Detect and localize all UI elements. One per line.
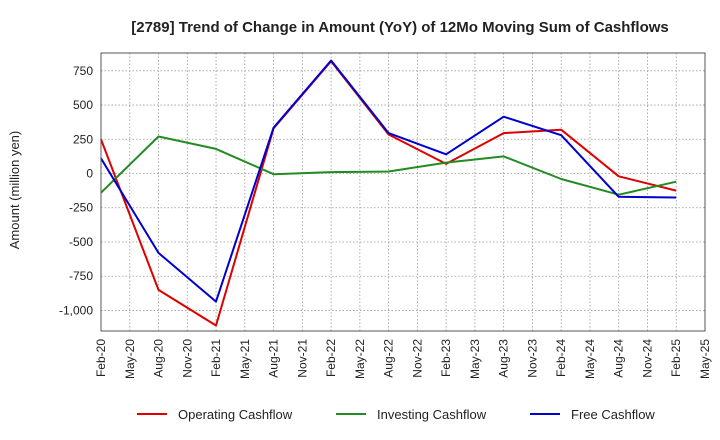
y-tick-label: 500: [73, 98, 93, 112]
plot-area-frame: [100, 52, 706, 332]
x-tick-label: Nov-24: [640, 339, 654, 378]
y-tick-label: 0: [86, 167, 93, 181]
x-tick-label: May-21: [238, 339, 252, 379]
legend-label-free-cashflow: Free Cashflow: [571, 407, 655, 422]
x-tick-label: Feb-23: [439, 339, 453, 377]
y-tick-labels: 750 500 250 0 -250 -500 -750 -1,000: [59, 64, 93, 318]
x-tick-label: Nov-22: [410, 339, 424, 378]
series-line-operating-cashflow: [100, 60, 677, 327]
y-tick-label: -750: [69, 269, 93, 283]
legend-label-investing-cashflow: Investing Cashflow: [377, 407, 487, 422]
x-tick-label: Aug-23: [497, 339, 511, 378]
x-tick-label: May-23: [468, 339, 482, 379]
x-tick-label: May-25: [698, 339, 712, 379]
x-tick-label: Aug-24: [612, 339, 626, 378]
chart-title: [2789] Trend of Change in Amount (YoY) o…: [131, 19, 669, 36]
y-tick-label: -1,000: [59, 303, 93, 317]
x-tick-label: Feb-24: [554, 339, 568, 377]
x-tick-label: Aug-22: [382, 339, 396, 378]
y-tick-label: -500: [69, 235, 93, 249]
x-tick-label: Aug-21: [267, 339, 281, 378]
x-tick-label: Nov-20: [180, 339, 194, 378]
x-tick-label: Nov-23: [525, 339, 539, 378]
y-tick-label: 750: [73, 64, 93, 78]
legend-label-operating-cashflow: Operating Cashflow: [178, 407, 293, 422]
x-tick-label: Nov-21: [295, 339, 309, 378]
x-tick-label: Feb-21: [209, 339, 223, 377]
x-tick-label: Feb-20: [94, 339, 108, 377]
x-tick-label: Feb-25: [669, 339, 683, 377]
x-tick-label: Feb-22: [324, 339, 338, 377]
legend: Operating Cashflow Investing Cashflow Free…: [137, 407, 655, 422]
x-tick-labels: Feb-20 May-20 Aug-20 Nov-20 Feb-21 May-21 Aug-…: [94, 339, 712, 379]
y-axis-label: Amount (million yen): [7, 131, 22, 250]
x-tick-label: May-20: [123, 339, 137, 379]
x-tick-label: Aug-20: [152, 339, 166, 378]
y-tick-label: 250: [73, 132, 93, 146]
x-tick-label: May-24: [583, 339, 597, 379]
series-line-investing-cashflow: [100, 135, 677, 196]
x-tick-label: May-22: [353, 339, 367, 379]
series-lines: [100, 59, 677, 327]
series-line-free-cashflow: [100, 59, 677, 303]
gridlines: [100, 53, 706, 331]
y-tick-label: -250: [69, 201, 93, 215]
